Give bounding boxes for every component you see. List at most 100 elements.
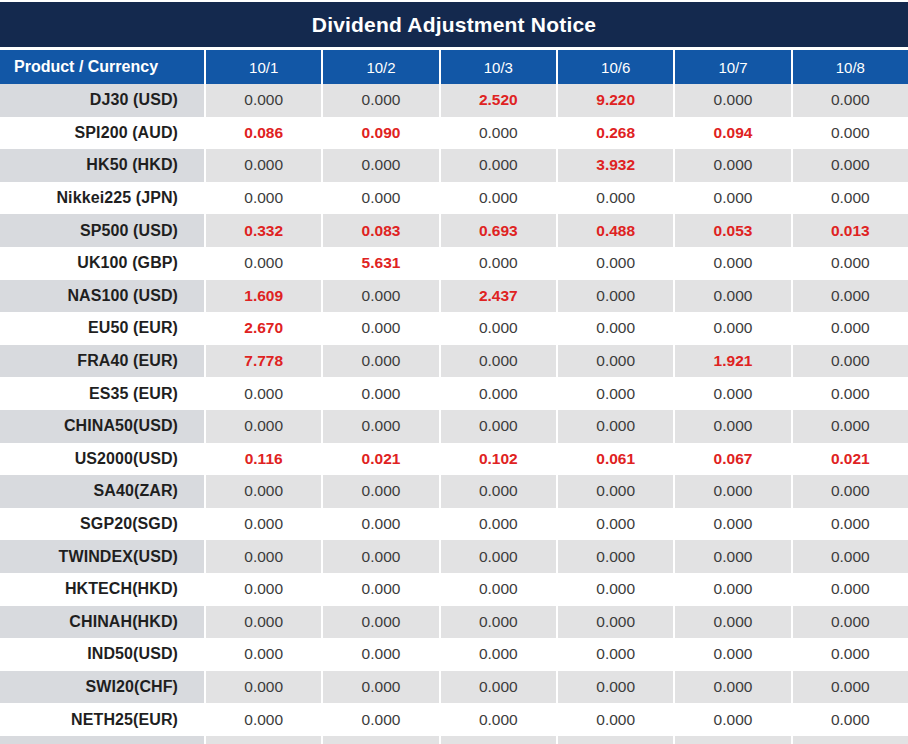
value-cell — [323, 736, 438, 744]
table-row: Nikkei225 (JPN) 0.0000.0000.0000.0000.00… — [0, 182, 908, 215]
table-row: NAS100 (USD) 1.6090.0002.4370.0000.0000.… — [0, 280, 908, 313]
value-cell: 0.116 — [206, 443, 321, 476]
value-cell: 0.090 — [323, 117, 438, 150]
product-cell: SPI200 (AUD) — [0, 117, 204, 150]
value-cell: 5.631 — [323, 247, 438, 280]
value-cell: 0.000 — [558, 312, 673, 345]
value-cell: 0.000 — [675, 84, 790, 117]
value-cell: 1.609 — [206, 280, 321, 313]
table-row: CHINA50(USD) 0.0000.0000.0000.0000.0000.… — [0, 410, 908, 443]
value-cell: 0.000 — [441, 475, 556, 508]
product-cell: NAS100 (USD) — [0, 280, 204, 313]
value-cell: 0.000 — [558, 182, 673, 215]
product-cell: HKTECH(HKD) — [0, 573, 204, 606]
value-cell: 0.000 — [793, 508, 908, 541]
value-cell: 0.488 — [558, 214, 673, 247]
value-cell: 0.000 — [793, 377, 908, 410]
table-row: NETH25(EUR) 0.0000.0000.0000.0000.0000.0… — [0, 703, 908, 736]
value-cell — [441, 736, 556, 744]
table-row: ES35 (EUR) 0.0000.0000.0000.0000.0000.00… — [0, 377, 908, 410]
table-row: SP500 (USD) 0.3320.0830.6930.4880.0530.0… — [0, 214, 908, 247]
value-cell: 0.000 — [323, 377, 438, 410]
product-cell: DJ30 (USD) — [0, 84, 204, 117]
value-cell: 0.000 — [675, 540, 790, 573]
value-cell: 0.000 — [558, 703, 673, 736]
value-cell: 0.000 — [323, 573, 438, 606]
table-row: HK50 (HKD) 0.0000.0000.0003.9320.0000.00… — [0, 149, 908, 182]
value-cell: 1.921 — [675, 345, 790, 378]
value-cell: 0.000 — [206, 149, 321, 182]
table-header-row: Product / Currency 10/1 10/2 10/3 10/6 1… — [0, 50, 908, 84]
value-cell: 0.000 — [793, 573, 908, 606]
value-cell: 0.000 — [206, 182, 321, 215]
value-cell: 0.000 — [206, 475, 321, 508]
table-body: DJ30 (USD) 0.0000.0002.5209.2200.0000.00… — [0, 84, 908, 744]
table-row: HKTECH(HKD) 0.0000.0000.0000.0000.0000.0… — [0, 573, 908, 606]
value-cell: 0.000 — [323, 182, 438, 215]
column-header-date-1: 10/1 — [206, 50, 321, 84]
value-cell: 0.000 — [793, 475, 908, 508]
value-cell: 0.000 — [441, 508, 556, 541]
value-cell: 0.000 — [675, 508, 790, 541]
value-cell: 0.000 — [323, 312, 438, 345]
product-cell: US2000(USD) — [0, 443, 204, 476]
product-cell: IND50(USD) — [0, 638, 204, 671]
value-cell: 0.000 — [206, 247, 321, 280]
product-cell: NETH25(EUR) — [0, 703, 204, 736]
value-cell: 0.000 — [206, 84, 321, 117]
value-cell: 0.000 — [675, 703, 790, 736]
table-row: UK100 (GBP) 0.0005.6310.0000.0000.0000.0… — [0, 247, 908, 280]
value-cell: 0.000 — [558, 280, 673, 313]
product-cell: TWINDEX(USD) — [0, 540, 204, 573]
dividend-adjustment-notice-page: Dividend Adjustment Notice Product / Cur… — [0, 0, 908, 744]
product-cell: SGP20(SGD) — [0, 508, 204, 541]
value-cell: 0.000 — [206, 606, 321, 639]
page-title: Dividend Adjustment Notice — [0, 0, 908, 47]
value-cell: 0.061 — [558, 443, 673, 476]
table-row: SA40(ZAR) 0.0000.0000.0000.0000.0000.000 — [0, 475, 908, 508]
value-cell: 0.000 — [441, 703, 556, 736]
value-cell: 0.000 — [793, 703, 908, 736]
value-cell: 0.000 — [206, 671, 321, 704]
table-row: TWINDEX(USD) 0.0000.0000.0000.0000.0000.… — [0, 540, 908, 573]
value-cell: 0.332 — [206, 214, 321, 247]
column-header-date-3: 10/3 — [441, 50, 556, 84]
value-cell: 0.000 — [206, 410, 321, 443]
value-cell: 0.000 — [206, 703, 321, 736]
value-cell: 0.000 — [675, 606, 790, 639]
table-row: IND50(USD) 0.0000.0000.0000.0000.0000.00… — [0, 638, 908, 671]
product-cell: CHINAH(HKD) — [0, 606, 204, 639]
value-cell: 0.000 — [675, 475, 790, 508]
table-row: US2000(USD) 0.1160.0210.1020.0610.0670.0… — [0, 443, 908, 476]
value-cell: 0.086 — [206, 117, 321, 150]
value-cell: 0.000 — [323, 703, 438, 736]
value-cell: 0.000 — [323, 475, 438, 508]
value-cell: 0.000 — [441, 312, 556, 345]
product-cell: EU50 (EUR) — [0, 312, 204, 345]
value-cell: 0.000 — [441, 410, 556, 443]
column-header-date-6: 10/8 — [793, 50, 908, 84]
product-cell: ES35 (EUR) — [0, 377, 204, 410]
value-cell: 0.000 — [323, 280, 438, 313]
value-cell: 0.000 — [793, 149, 908, 182]
value-cell: 0.000 — [675, 377, 790, 410]
value-cell: 0.000 — [675, 182, 790, 215]
column-header-product-currency: Product / Currency — [0, 50, 204, 84]
value-cell: 0.000 — [675, 149, 790, 182]
value-cell: 0.000 — [441, 247, 556, 280]
value-cell: 0.000 — [675, 247, 790, 280]
value-cell: 0.053 — [675, 214, 790, 247]
value-cell: 0.000 — [558, 247, 673, 280]
value-cell: 0.000 — [675, 280, 790, 313]
value-cell: 0.693 — [441, 214, 556, 247]
value-cell: 0.000 — [441, 540, 556, 573]
value-cell: 0.000 — [441, 606, 556, 639]
value-cell: 2.520 — [441, 84, 556, 117]
product-cell — [0, 736, 204, 744]
value-cell: 0.000 — [558, 508, 673, 541]
value-cell: 0.000 — [793, 638, 908, 671]
value-cell: 0.000 — [558, 540, 673, 573]
clipped-bottom-row — [0, 736, 908, 744]
table-row: SPI200 (AUD) 0.0860.0900.0000.2680.0940.… — [0, 117, 908, 150]
value-cell: 0.000 — [793, 671, 908, 704]
